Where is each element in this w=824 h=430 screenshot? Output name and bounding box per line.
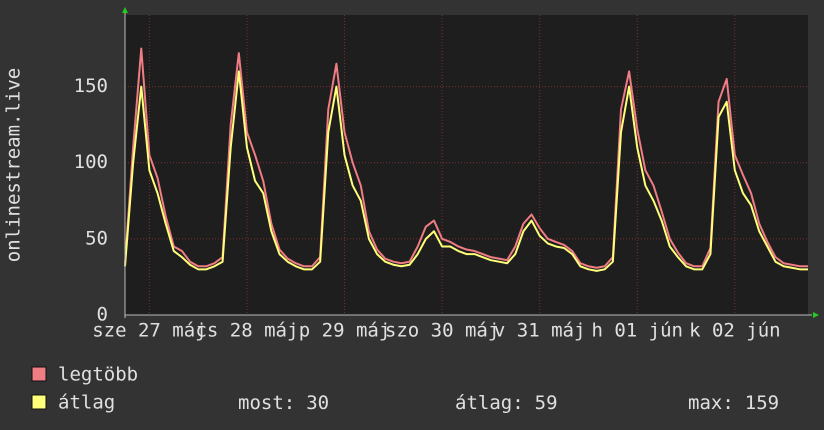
x-tick-label: sze 27 máj <box>92 320 206 342</box>
stat: most: 30 <box>238 392 329 414</box>
legend-label: legtöbb <box>58 364 138 386</box>
stat-value: 30 <box>306 392 329 414</box>
stat-label: átlag: <box>455 392 524 414</box>
x-tick-label: k 02 jún <box>689 320 781 342</box>
x-tick-label: cs 28 máj <box>195 320 298 342</box>
x-arrow <box>813 312 819 318</box>
stat: max: 159 <box>688 392 779 414</box>
y-arrow <box>122 7 128 13</box>
legend-swatch <box>31 366 47 382</box>
legend-swatch <box>31 394 47 410</box>
stat: átlag: 59 <box>455 392 558 414</box>
legend-label: átlag <box>58 392 115 414</box>
series-line <box>124 70 808 272</box>
plot-area <box>125 15 808 315</box>
stat-value: 159 <box>745 392 779 414</box>
y-axis-label: onlinestream.live <box>3 68 25 262</box>
series-line <box>124 47 808 269</box>
stat-label: most: <box>238 392 295 414</box>
x-tick-label: szo 30 máj <box>385 320 499 342</box>
lines <box>124 47 808 272</box>
y-tick-label: 50 <box>85 227 108 249</box>
x-tick-label: p 29 máj <box>299 320 391 342</box>
x-tick-label: h 01 jún <box>591 320 683 342</box>
legend: legtöbb átlag most: 30 átlag: 59 max: 159 <box>31 364 779 414</box>
y-tick-label: 0 <box>97 304 108 326</box>
stat-label: max: <box>688 392 734 414</box>
y-tick-label: 100 <box>74 151 108 173</box>
stat-value: 59 <box>535 392 558 414</box>
y-tick-label: 150 <box>74 75 108 97</box>
x-tick-label: v 31 máj <box>494 320 586 342</box>
